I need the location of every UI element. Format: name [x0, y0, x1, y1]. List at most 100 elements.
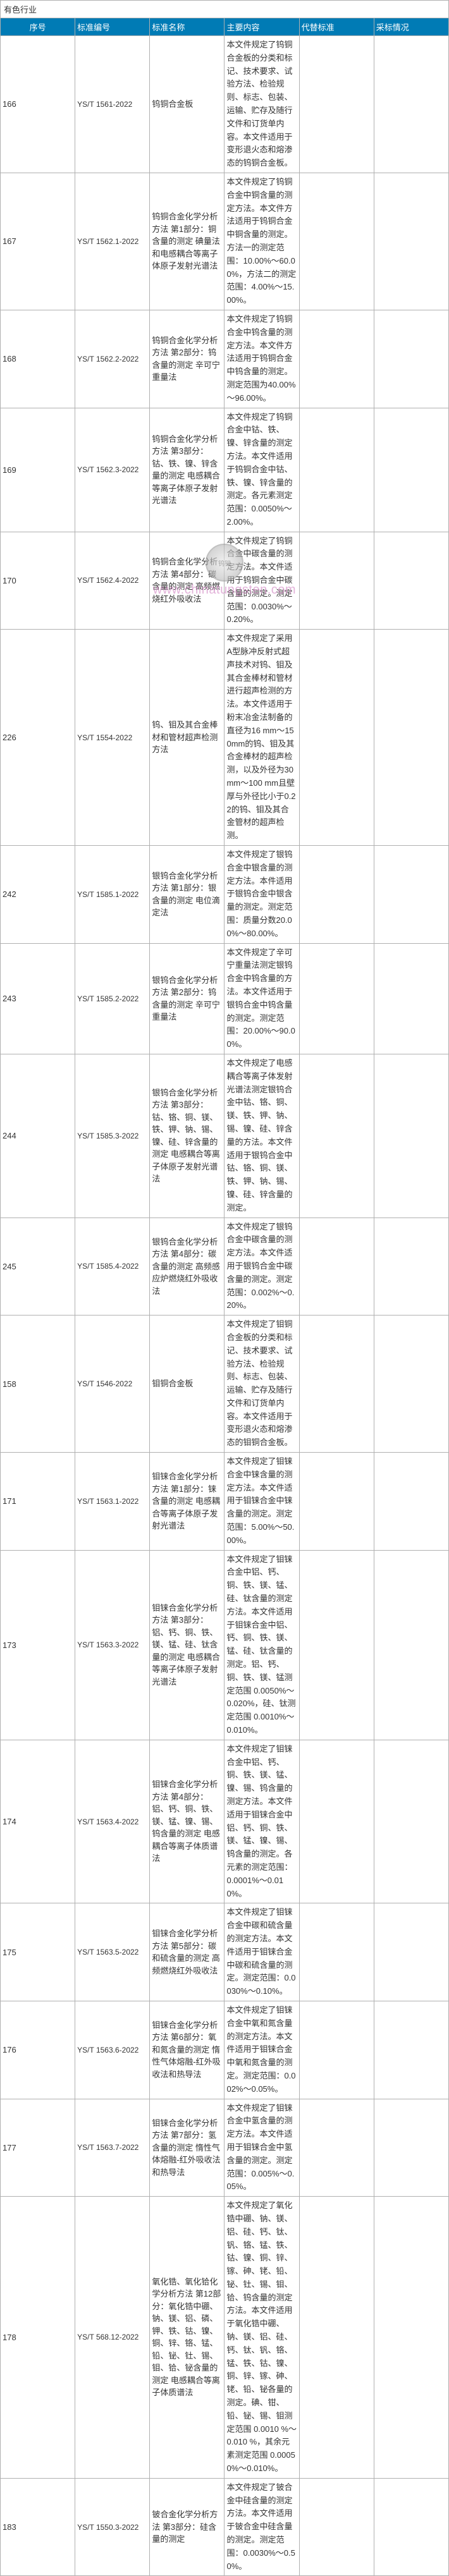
cell-adopt [374, 2001, 448, 2099]
cell-replace [299, 408, 374, 532]
cell-name: 钨、钼及其合金棒材和管材超声检测方法 [150, 630, 225, 846]
category-row: 有色行业 [1, 1, 449, 18]
cell-seq: 244 [1, 1054, 75, 1218]
cell-adopt [374, 1903, 448, 2001]
cell-content: 本文件规定了钼铼合金中碳和硫含量的测定方法。本文件适用于钼铼合金中碳和硫含量的测… [225, 1903, 299, 2001]
cell-seq: 243 [1, 943, 75, 1054]
table-row: 173YS/T 1563.3-2022钼铼合金化学分析方法 第3部分：铝、钙、铜… [1, 1550, 449, 1740]
cell-content: 本文件规定了钼铼合金中氧和氮含量的测定方法。本文件适用于钼铼合金中氧和氮含量的测… [225, 2001, 299, 2099]
cell-content: 本文件规定了钨铜合金中碳含量的测定方法。本文件适用于钨铜合金中碳含量的测定。测定… [225, 532, 299, 630]
cell-name: 钼铼合金化学分析方法 第6部分：氧和氮含量的测定 惰性气体熔融-红外吸收法和热导… [150, 2001, 225, 2099]
table-row: 166YS/T 1561-2022钨铜合金板本文件规定了钨铜合金板的分类和标记、… [1, 36, 449, 173]
cell-replace [299, 1453, 374, 1551]
cell-name: 钼铜合金板 [150, 1315, 225, 1453]
cell-replace [299, 943, 374, 1054]
cell-code: YS/T 1562.3-2022 [75, 408, 150, 532]
cell-seq: 226 [1, 630, 75, 846]
cell-seq: 176 [1, 2001, 75, 2099]
cell-code: YS/T 568.12-2022 [75, 2197, 150, 2479]
cell-seq: 166 [1, 36, 75, 173]
header-adopt: 采标情况 [374, 18, 448, 36]
cell-name: 银钨合金化学分析方法 第2部分：钨含量的测定 辛可宁重量法 [150, 943, 225, 1054]
table-row: 168YS/T 1562.2-2022钨铜合金化学分析方法 第2部分：钨含量的测… [1, 310, 449, 408]
cell-seq: 177 [1, 2099, 75, 2197]
header-replace: 代替标准 [299, 18, 374, 36]
cell-adopt [374, 310, 448, 408]
cell-adopt [374, 408, 448, 532]
table-body: 166YS/T 1561-2022钨铜合金板本文件规定了钨铜合金板的分类和标记、… [1, 36, 449, 2576]
cell-seq: 170 [1, 532, 75, 630]
cell-code: YS/T 1563.7-2022 [75, 2099, 150, 2197]
cell-content: 本文件规定了钨铜合金中钴、铁、镍、锌含量的测定方法。本文件适用于钨铜合金中钴、铁… [225, 408, 299, 532]
cell-replace [299, 1218, 374, 1315]
table-row: 170YS/T 1562.4-2022钨铜合金化学分析方法 第4部分：碳含量的测… [1, 532, 449, 630]
cell-replace [299, 630, 374, 846]
table-row: 178YS/T 568.12-2022氧化锆、氧化铪化学分析方法 第12部分：氧… [1, 2197, 449, 2479]
header-seq: 序号 [1, 18, 75, 36]
table-row: 169YS/T 1562.3-2022钨铜合金化学分析方法 第3部分：钴、铁、镍… [1, 408, 449, 532]
cell-name: 银钨合金化学分析方法 第1部分：银含量的测定 电位滴定法 [150, 846, 225, 944]
cell-seq: 169 [1, 408, 75, 532]
cell-adopt [374, 1315, 448, 1453]
cell-name: 钨铜合金化学分析方法 第2部分：钨含量的测定 辛可宁重量法 [150, 310, 225, 408]
cell-replace [299, 2099, 374, 2197]
cell-name: 钼铼合金化学分析方法 第1部分：铼含量的测定 电感耦合等离子体原子发射光谱法 [150, 1453, 225, 1551]
cell-adopt [374, 1550, 448, 1740]
cell-code: YS/T 1562.2-2022 [75, 310, 150, 408]
cell-content: 本文件规定了电感耦合等离子体发射光谱法测定银钨合金中钴、铬、铜、镁、铁、钾、钠、… [225, 1054, 299, 1218]
cell-code: YS/T 1563.6-2022 [75, 2001, 150, 2099]
cell-code: YS/T 1585.3-2022 [75, 1054, 150, 1218]
cell-seq: 178 [1, 2197, 75, 2479]
cell-replace [299, 2197, 374, 2479]
table-row: 183YS/T 1550.3-2022铍合金化学分析方法 第3部分：硅含量的测定… [1, 2478, 449, 2576]
cell-code: YS/T 1554-2022 [75, 630, 150, 846]
cell-name: 钼铼合金化学分析方法 第5部分：碳和硫含量的测定 高频燃烧红外吸收法 [150, 1903, 225, 2001]
cell-name: 钼铼合金化学分析方法 第4部分：铝、钙、铜、铁、镁、锰、镍、锡、钨含量的测定 电… [150, 1740, 225, 1903]
table-row: 177YS/T 1563.7-2022钼铼合金化学分析方法 第7部分：氢含量的测… [1, 2099, 449, 2197]
cell-replace [299, 532, 374, 630]
cell-content: 本文件规定了银钨合金中银含量的测定方法。本件适用于银钨合金中银含量的测定。测定范… [225, 846, 299, 944]
table-row: 244YS/T 1585.3-2022银钨合金化学分析方法 第3部分：钴、铬、铜… [1, 1054, 449, 1218]
cell-name: 银钨合金化学分析方法 第4部分：碳含量的测定 高频感应炉燃烧红外吸收法 [150, 1218, 225, 1315]
cell-replace [299, 173, 374, 310]
header-row: 序号 标准编号 标准名称 主要内容 代替标准 采标情况 [1, 18, 449, 36]
cell-content: 本文件规定了钼铼合金中氢含量的测定方法。本文件适用于钼铼合金中氢含量的测定。测定… [225, 2099, 299, 2197]
cell-adopt [374, 2197, 448, 2479]
cell-name: 钨铜合金板 [150, 36, 225, 173]
cell-adopt [374, 1054, 448, 1218]
cell-content: 本文件规定了钼铼合金中铝、钙、铜、铁、镁、锰、硅、钛含量的测定方法。本文件适用于… [225, 1550, 299, 1740]
cell-seq: 171 [1, 1453, 75, 1551]
cell-code: YS/T 1563.1-2022 [75, 1453, 150, 1551]
category-label: 有色行业 [1, 1, 449, 18]
cell-replace [299, 1054, 374, 1218]
cell-code: YS/T 1563.5-2022 [75, 1903, 150, 2001]
cell-adopt [374, 2099, 448, 2197]
cell-seq: 168 [1, 310, 75, 408]
cell-content: 本文件规定了钨铜合金中铜含量的测定方法。本文件方法适用于钨铜合金中铜含量的测定。… [225, 173, 299, 310]
cell-seq: 167 [1, 173, 75, 310]
cell-adopt [374, 630, 448, 846]
cell-code: YS/T 1563.4-2022 [75, 1740, 150, 1903]
header-content: 主要内容 [225, 18, 299, 36]
cell-replace [299, 1740, 374, 1903]
cell-code: YS/T 1562.4-2022 [75, 532, 150, 630]
cell-seq: 173 [1, 1550, 75, 1740]
cell-name: 钼铼合金化学分析方法 第3部分：铝、钙、铜、铁、镁、锰、硅、钛含量的测定 电感耦… [150, 1550, 225, 1740]
cell-content: 本文件规定了钨铜合金中钨含量的测定方法。本文件方法适用于钨铜合金中钨含量的测定。… [225, 310, 299, 408]
table-row: 167YS/T 1562.1-2022钨铜合金化学分析方法 第1部分：铜含量的测… [1, 173, 449, 310]
cell-adopt [374, 1218, 448, 1315]
cell-adopt [374, 846, 448, 944]
cell-adopt [374, 173, 448, 310]
cell-code: YS/T 1585.2-2022 [75, 943, 150, 1054]
table-row: 245YS/T 1585.4-2022银钨合金化学分析方法 第4部分：碳含量的测… [1, 1218, 449, 1315]
cell-content: 本文件规定了采用A型脉冲反射式超声技术对钨、钼及其合金棒材和管材进行超声检测的方… [225, 630, 299, 846]
cell-code: YS/T 1585.4-2022 [75, 1218, 150, 1315]
cell-seq: 183 [1, 2478, 75, 2576]
cell-content: 本文件规定了钼铼合金中铼含量的测定方法。本文件适用于钼铼合金中铼含量的测定。测定… [225, 1453, 299, 1551]
header-name: 标准名称 [150, 18, 225, 36]
cell-seq: 175 [1, 1903, 75, 2001]
cell-adopt [374, 2478, 448, 2576]
cell-adopt [374, 1453, 448, 1551]
cell-adopt [374, 1740, 448, 1903]
table-row: 242YS/T 1585.1-2022银钨合金化学分析方法 第1部分：银含量的测… [1, 846, 449, 944]
